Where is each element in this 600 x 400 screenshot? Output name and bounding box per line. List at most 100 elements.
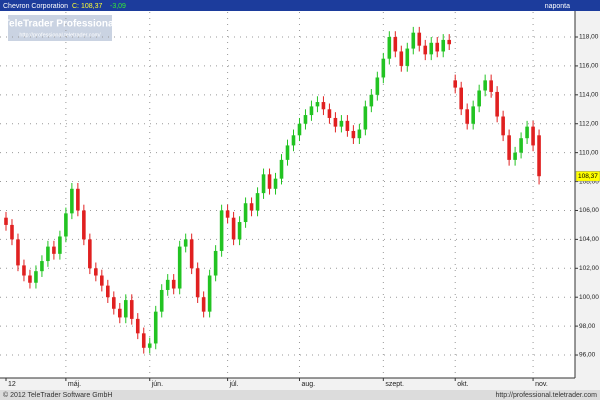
- candle-body: [279, 159, 284, 179]
- header-quote: C: 108,37: [72, 3, 102, 10]
- y-tick-label: 112,00: [579, 120, 599, 127]
- candle-body: [357, 129, 362, 139]
- candle-body: [165, 279, 170, 290]
- candle-body: [261, 174, 266, 194]
- candle-body: [189, 239, 194, 269]
- y-tick-label: 116,00: [579, 63, 599, 70]
- x-tick-label: máj.: [68, 381, 81, 388]
- candle-body: [106, 285, 110, 298]
- y-axis-area: [575, 11, 600, 390]
- candle-body: [453, 80, 458, 88]
- candle-body: [447, 39, 452, 45]
- candle-body: [393, 37, 398, 52]
- footer-right: http://professional.teletrader.com: [495, 392, 597, 399]
- price-tag: [575, 170, 600, 182]
- candle-body: [471, 106, 475, 124]
- x-tick-label: jún.: [151, 381, 163, 388]
- candle-body: [112, 297, 116, 309]
- candle-body: [177, 246, 182, 289]
- candle-body: [303, 115, 308, 124]
- watermark-title: TeleTrader Professional: [4, 19, 117, 30]
- watermark-url: http://professional.teletrader.com/: [19, 32, 101, 38]
- y-tick-label: 118,00: [579, 34, 599, 41]
- candle-body: [22, 265, 26, 276]
- candle-body: [369, 94, 374, 107]
- candle-body: [291, 135, 296, 146]
- candle-body: [321, 102, 326, 110]
- candle-body: [28, 275, 32, 283]
- candle-body: [129, 300, 134, 319]
- footer-bar: [0, 390, 600, 400]
- candle-body: [525, 126, 529, 139]
- candle-body: [243, 203, 248, 223]
- candle-body: [249, 203, 254, 211]
- candle-body: [267, 174, 272, 189]
- price-tag-label: 108,37: [578, 173, 598, 180]
- candle-body: [147, 343, 152, 348]
- y-tick-label: 96,00: [579, 352, 596, 359]
- candle-body: [501, 116, 505, 136]
- y-tick-label: 108,00: [579, 178, 599, 185]
- candle-body: [201, 297, 206, 312]
- candle-body: [459, 87, 463, 110]
- candle-body: [537, 135, 541, 177]
- candle-body: [513, 152, 517, 160]
- candle-body: [219, 210, 224, 251]
- candle-body: [339, 120, 344, 127]
- candle-body: [159, 289, 164, 312]
- candle-body: [417, 32, 422, 46]
- x-tick-label: 12: [8, 381, 16, 388]
- candle-body: [345, 120, 350, 131]
- candle-body: [309, 106, 314, 116]
- candle-body: [399, 51, 404, 66]
- candle-body: [315, 102, 320, 107]
- candle-body: [465, 109, 469, 124]
- candle-body: [100, 275, 104, 286]
- x-axis-area: [0, 378, 600, 390]
- candle-body: [423, 45, 428, 55]
- header-bar: [0, 0, 600, 11]
- candle-body: [375, 77, 380, 95]
- candle-body: [405, 48, 410, 66]
- footer-left: © 2012 TeleTrader Software GmbH: [3, 391, 112, 399]
- candle-body: [4, 217, 8, 225]
- candle-body: [387, 37, 392, 59]
- candle-body: [195, 268, 200, 298]
- candle-body: [231, 217, 236, 240]
- candle-body: [333, 117, 338, 127]
- y-tick-label: 104,00: [579, 236, 599, 243]
- candle-body: [441, 39, 446, 52]
- candle-body: [123, 300, 128, 318]
- x-tick-label: okt.: [457, 381, 468, 388]
- candle-body: [153, 311, 158, 344]
- candle-body: [34, 271, 38, 283]
- candle-body: [16, 239, 20, 266]
- candle-body: [255, 193, 260, 211]
- candle-body: [94, 268, 98, 276]
- candle-body: [273, 178, 278, 189]
- candle-body: [46, 246, 50, 262]
- candle-body: [237, 222, 242, 240]
- x-tick-label: júl.: [229, 381, 239, 388]
- candle-body: [411, 32, 416, 49]
- candle-body: [10, 224, 14, 240]
- candle-body: [507, 135, 511, 160]
- y-tick-label: 98,00: [579, 323, 596, 330]
- x-tick-label: nov.: [535, 381, 548, 388]
- x-tick-label: aug.: [301, 381, 315, 388]
- candle-body: [363, 106, 368, 130]
- candle-body: [183, 239, 188, 247]
- candle-body: [327, 109, 332, 118]
- y-tick-label: 102,00: [579, 265, 599, 272]
- candle-body: [519, 138, 523, 153]
- candle-body: [351, 130, 356, 139]
- candle-body: [88, 239, 92, 269]
- title: Chevron Corporation: [3, 3, 68, 10]
- candle-body: [213, 250, 218, 276]
- candle-body: [495, 91, 499, 117]
- candle-body: [82, 210, 86, 240]
- candle-body: [64, 213, 68, 237]
- candle-body: [135, 318, 140, 334]
